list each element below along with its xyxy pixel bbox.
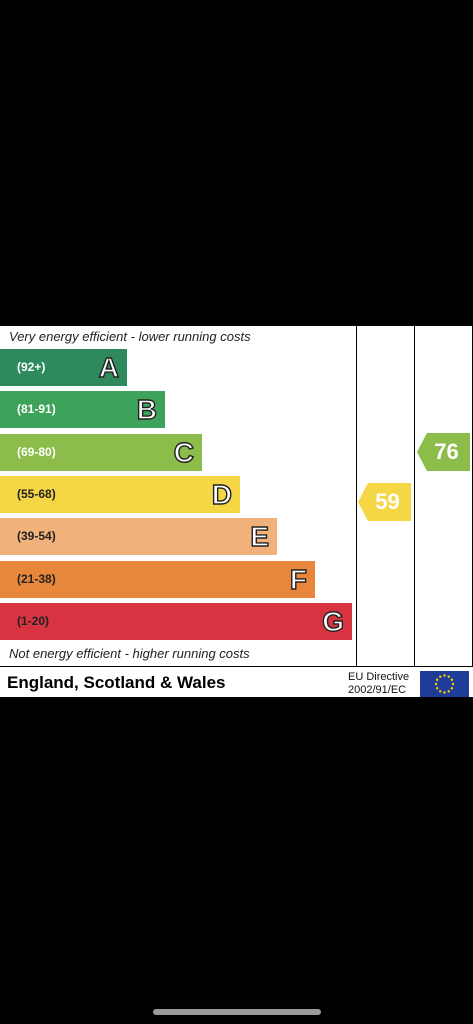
current-column-divider xyxy=(356,326,357,666)
current-rating-arrow: 59 xyxy=(358,483,411,521)
region-label: England, Scotland & Wales xyxy=(7,673,226,692)
band-b: (81-91) B xyxy=(0,391,165,428)
band-range-label: (39-54) xyxy=(17,529,56,543)
band-letter: A xyxy=(98,351,120,383)
band-letter: D xyxy=(211,478,233,510)
band-a: (92+) A xyxy=(0,349,127,386)
band-letter: G xyxy=(322,605,345,637)
potential-column-divider xyxy=(414,326,415,666)
band-range-label: (1-20) xyxy=(17,614,50,628)
rating-value: 76 xyxy=(434,439,459,464)
band-range-label: (21-38) xyxy=(17,572,56,586)
bottom-caption: Not energy efficient - higher running co… xyxy=(9,646,250,661)
epc-chart: Very energy efficient - lower running co… xyxy=(0,326,473,697)
potential-rating-arrow: 76 xyxy=(417,433,470,471)
band-letter: F xyxy=(289,563,308,595)
top-caption: Very energy efficient - lower running co… xyxy=(9,329,251,344)
band-c: (69-80) C xyxy=(0,434,202,471)
band-letter: B xyxy=(136,393,158,425)
band-g: (1-20) G xyxy=(0,603,352,640)
home-indicator[interactable] xyxy=(153,1009,321,1015)
rating-arrow-shape xyxy=(358,483,411,521)
footer-divider xyxy=(0,666,473,667)
directive-line-1: EU Directive xyxy=(348,671,410,683)
band-range-label: (81-91) xyxy=(17,402,56,416)
band-range-label: (55-68) xyxy=(17,487,56,501)
directive-line-2: 2002/91/EC xyxy=(348,684,407,696)
band-range-label: (69-80) xyxy=(17,445,56,459)
band-f: (21-38) F xyxy=(0,561,315,598)
rating-value: 59 xyxy=(375,489,400,514)
eu-directive: EU Directive 2002/91/EC xyxy=(348,671,409,697)
band-letter: C xyxy=(173,436,195,468)
band-e: (39-54) E xyxy=(0,518,277,555)
rating-arrow-shape xyxy=(417,433,470,471)
eu-flag-icon xyxy=(420,671,469,697)
band-d: (55-68) D xyxy=(0,476,240,513)
band-range-label: (92+) xyxy=(17,360,46,374)
band-letter: E xyxy=(250,520,270,552)
